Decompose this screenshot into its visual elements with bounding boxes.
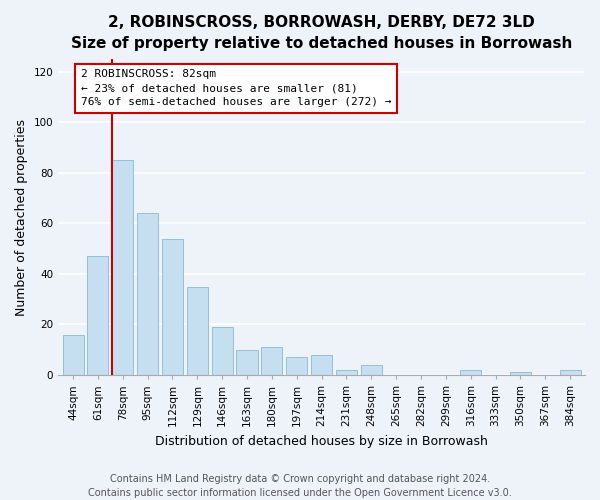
Bar bbox=[187, 286, 208, 375]
Bar bbox=[212, 327, 233, 375]
Bar bbox=[236, 350, 257, 375]
Bar bbox=[460, 370, 481, 375]
Bar bbox=[137, 214, 158, 375]
Bar bbox=[162, 238, 183, 375]
X-axis label: Distribution of detached houses by size in Borrowash: Distribution of detached houses by size … bbox=[155, 434, 488, 448]
Bar bbox=[62, 334, 83, 375]
Bar bbox=[286, 358, 307, 375]
Bar bbox=[88, 256, 109, 375]
Bar bbox=[112, 160, 133, 375]
Bar bbox=[560, 370, 581, 375]
Bar bbox=[510, 372, 531, 375]
Text: 2 ROBINSCROSS: 82sqm
← 23% of detached houses are smaller (81)
76% of semi-detac: 2 ROBINSCROSS: 82sqm ← 23% of detached h… bbox=[80, 69, 391, 107]
Bar bbox=[361, 365, 382, 375]
Bar bbox=[336, 370, 357, 375]
Title: 2, ROBINSCROSS, BORROWASH, DERBY, DE72 3LD
Size of property relative to detached: 2, ROBINSCROSS, BORROWASH, DERBY, DE72 3… bbox=[71, 15, 572, 51]
Text: Contains HM Land Registry data © Crown copyright and database right 2024.
Contai: Contains HM Land Registry data © Crown c… bbox=[88, 474, 512, 498]
Bar bbox=[262, 347, 283, 375]
Y-axis label: Number of detached properties: Number of detached properties bbox=[15, 118, 28, 316]
Bar bbox=[311, 355, 332, 375]
